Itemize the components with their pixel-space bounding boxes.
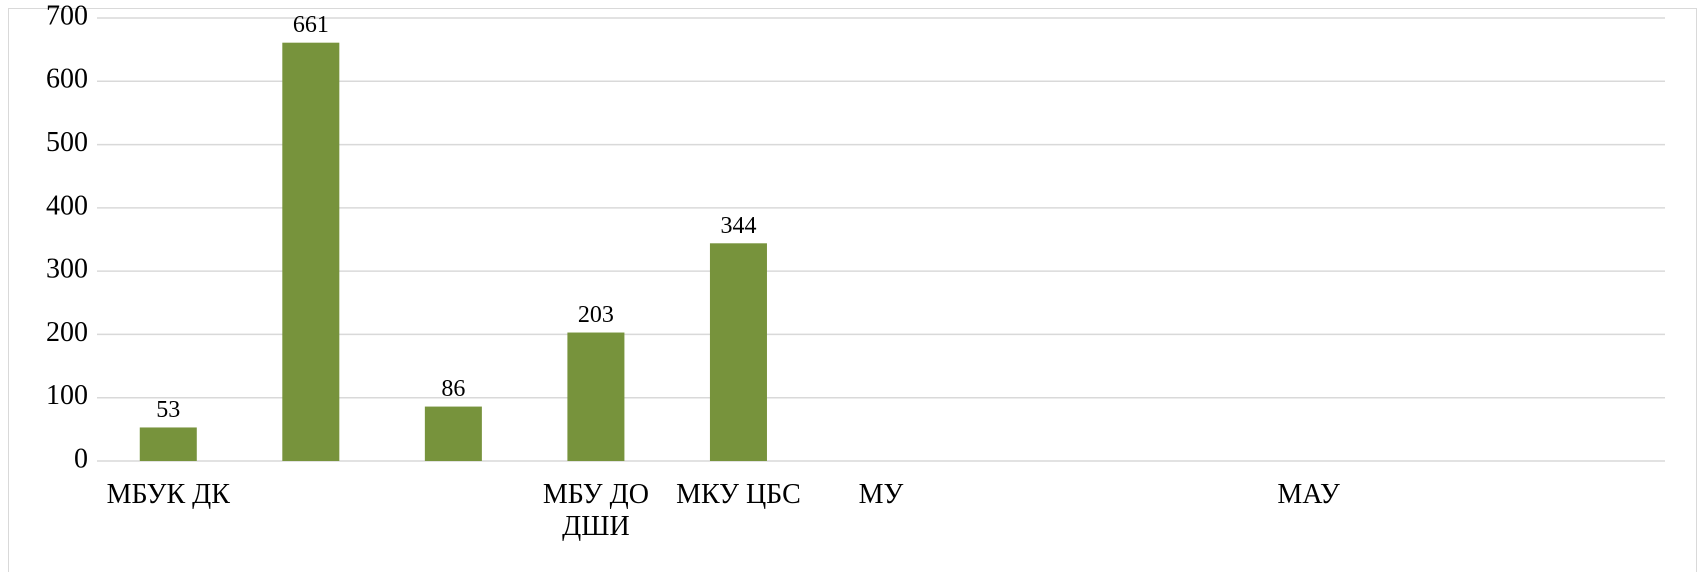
bar <box>282 42 340 461</box>
data-label: 344 <box>720 213 756 239</box>
y-tick-label: 100 <box>46 380 88 411</box>
x-tick-label: МБУК ДК <box>106 479 230 510</box>
bar <box>709 243 767 461</box>
x-tick-label: МБУ ДО ДШИ <box>542 479 649 542</box>
data-label: 86 <box>441 376 465 402</box>
y-tick-label: 500 <box>46 127 88 158</box>
bar <box>139 427 197 461</box>
y-tick-label: 200 <box>46 317 88 348</box>
data-label: 203 <box>578 302 614 328</box>
y-tick-label: 0 <box>74 443 88 474</box>
chart-border <box>8 8 1697 572</box>
bar <box>424 406 482 461</box>
bar <box>567 332 625 461</box>
y-tick-label: 600 <box>46 64 88 95</box>
x-tick-label: МУ <box>858 479 904 510</box>
data-label: 661 <box>293 12 329 38</box>
x-tick-label: МКУ ЦБС <box>676 479 801 510</box>
x-tick-label: МАУ <box>1277 479 1340 510</box>
data-label: 53 <box>156 397 180 423</box>
y-tick-label: 400 <box>46 190 88 221</box>
y-tick-label: 300 <box>46 254 88 285</box>
y-tick-label: 700 <box>46 0 88 31</box>
